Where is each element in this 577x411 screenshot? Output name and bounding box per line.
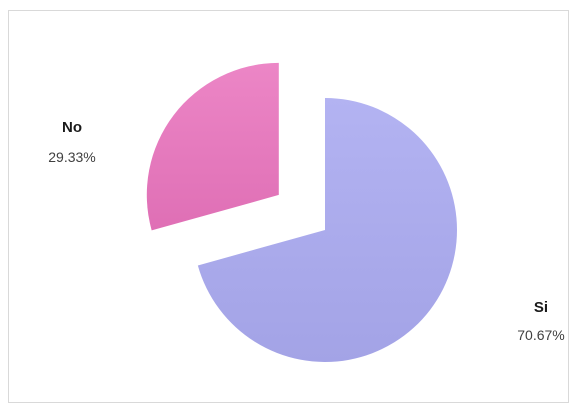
slice-value-no: 29.33% [48,149,95,165]
pie-slice-si [197,98,457,362]
pie-slice-no [146,62,279,231]
slice-label-si: Si [534,299,548,316]
slice-value-si: 70.67% [517,327,564,343]
slice-label-no: No [62,119,82,136]
